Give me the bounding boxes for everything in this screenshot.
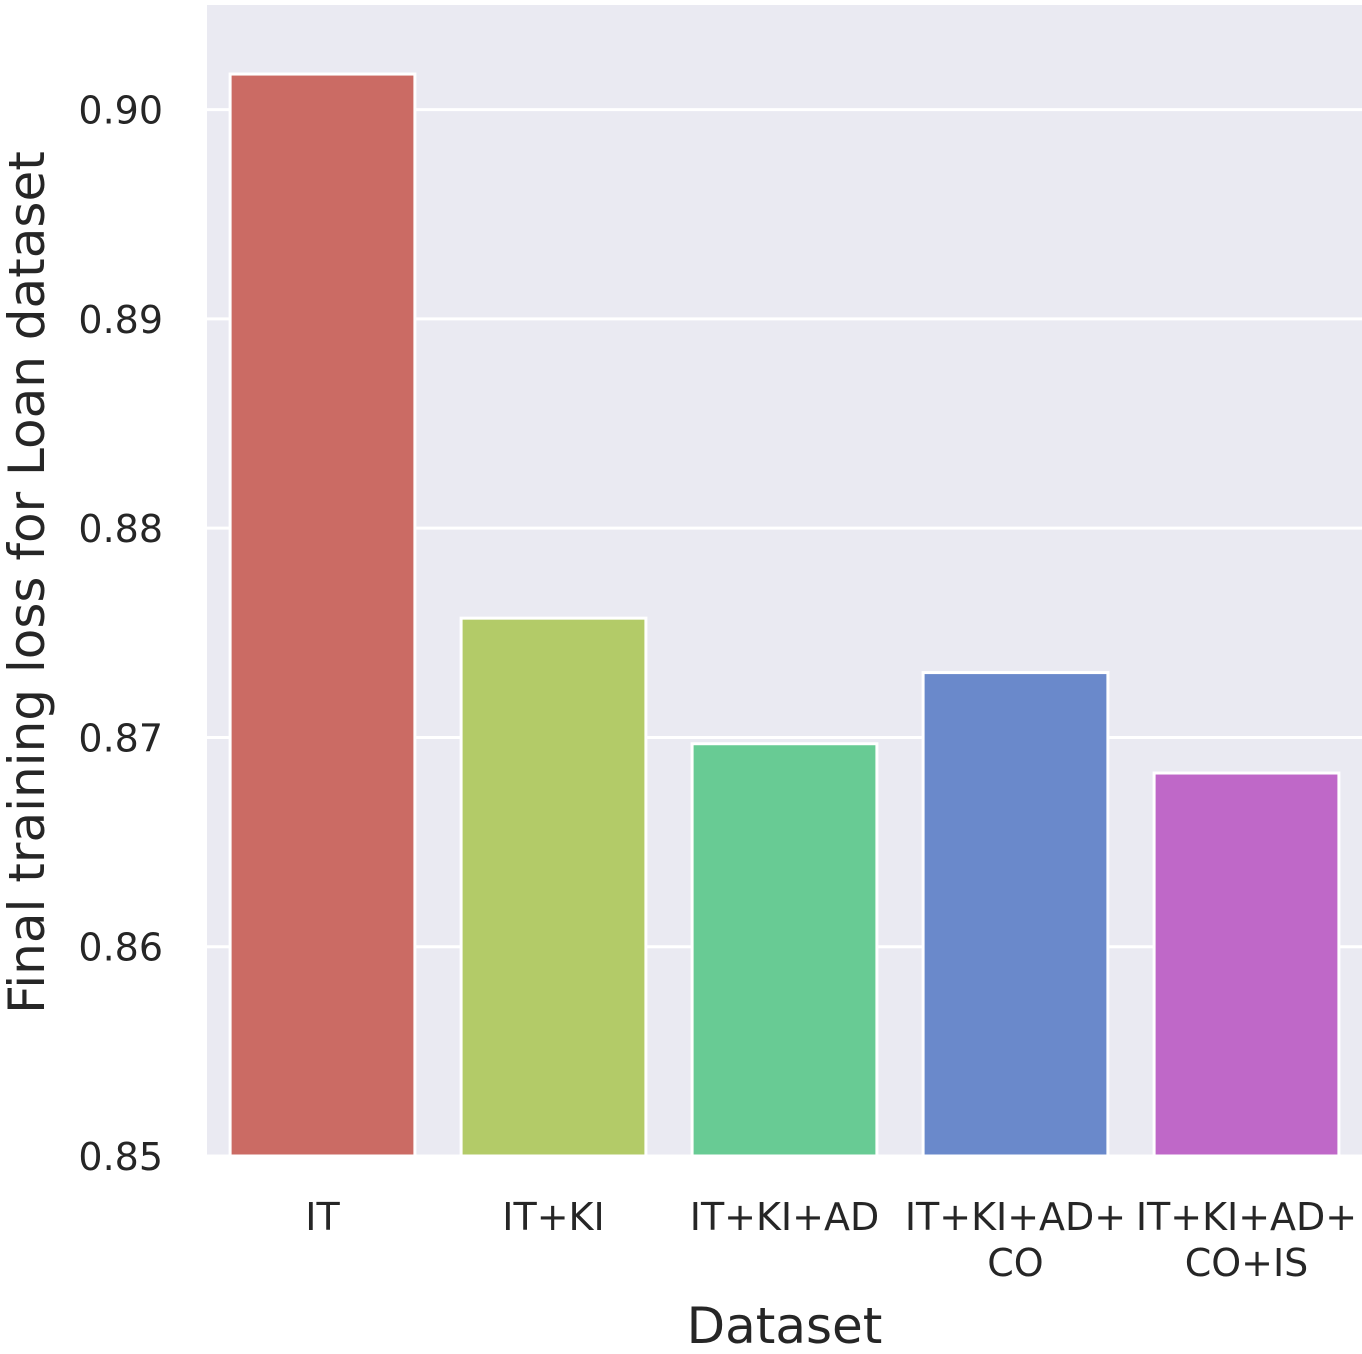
y-tick-label: 0.86 bbox=[78, 926, 163, 970]
y-tick-label: 0.87 bbox=[78, 716, 163, 760]
y-tick-labels: 0.85 0.86 0.87 0.88 0.89 0.90 bbox=[78, 89, 163, 1179]
y-tick-label: 0.88 bbox=[78, 507, 163, 551]
x-tick-label: IT+KI+AD bbox=[690, 1195, 879, 1239]
bar bbox=[1152, 771, 1341, 1158]
bars bbox=[228, 72, 1341, 1158]
bar bbox=[690, 742, 879, 1158]
x-axis-title: Dataset bbox=[687, 1297, 883, 1350]
x-tick-label: IT+KI+AD+ CO+IS bbox=[1136, 1195, 1357, 1285]
y-tick-label: 0.85 bbox=[78, 1135, 163, 1179]
bar bbox=[228, 72, 417, 1158]
bar bbox=[921, 671, 1110, 1158]
y-axis-title: Final training loss for Loan dataset bbox=[0, 151, 56, 1014]
x-tick-label: IT bbox=[305, 1195, 340, 1239]
y-tick-label: 0.89 bbox=[78, 298, 163, 342]
x-tick-label: IT+KI+AD+ CO bbox=[905, 1195, 1126, 1285]
bar bbox=[459, 616, 648, 1158]
x-tick-label: IT+KI bbox=[502, 1195, 604, 1239]
y-tick-label: 0.90 bbox=[78, 89, 163, 133]
